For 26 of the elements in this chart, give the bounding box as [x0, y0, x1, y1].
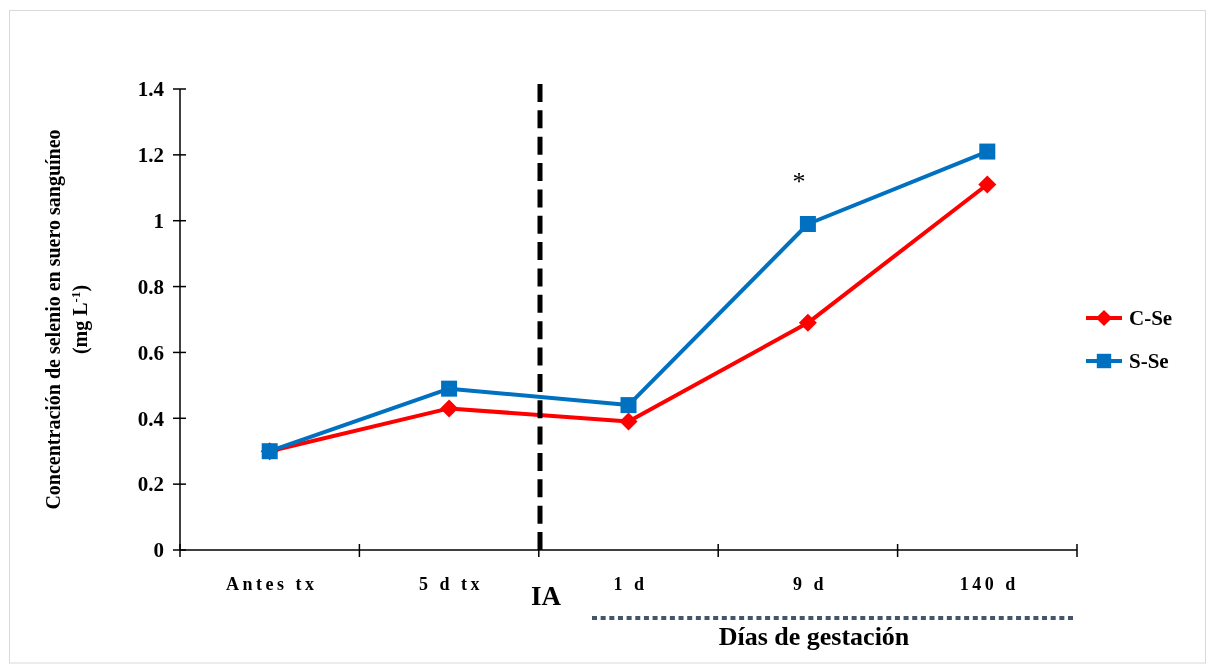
point	[440, 399, 459, 418]
y-tick-label: 0	[153, 538, 164, 563]
x-tick-label: 1 d	[613, 574, 648, 594]
y-tick-label: 1.4	[137, 77, 165, 102]
x-tick-label: 140 d	[959, 574, 1019, 594]
point	[620, 397, 637, 414]
annotation: *	[792, 167, 806, 196]
text: IA	[530, 581, 562, 611]
legend-label: C-Se	[1129, 306, 1173, 331]
point	[799, 216, 816, 233]
point	[798, 313, 817, 332]
y-tick-label: 0.2	[137, 472, 164, 497]
y-tick-label: 0.4	[137, 406, 165, 431]
x-tick-label: Antes tx	[225, 574, 318, 594]
point	[441, 380, 458, 397]
legend-label: S-Se	[1129, 349, 1169, 374]
text: Días de gestación	[718, 622, 910, 651]
y-tick-label: 0.8	[137, 274, 164, 299]
point	[619, 412, 638, 431]
y-tick-label: 0.6	[137, 340, 164, 365]
point	[979, 143, 996, 160]
y-tick-label: 1.2	[137, 143, 164, 168]
x-tick-label: 9 d	[792, 574, 827, 594]
x-tick-label: 5 d tx	[419, 574, 484, 594]
y-tick-label: 1	[153, 209, 164, 234]
point	[978, 175, 997, 194]
